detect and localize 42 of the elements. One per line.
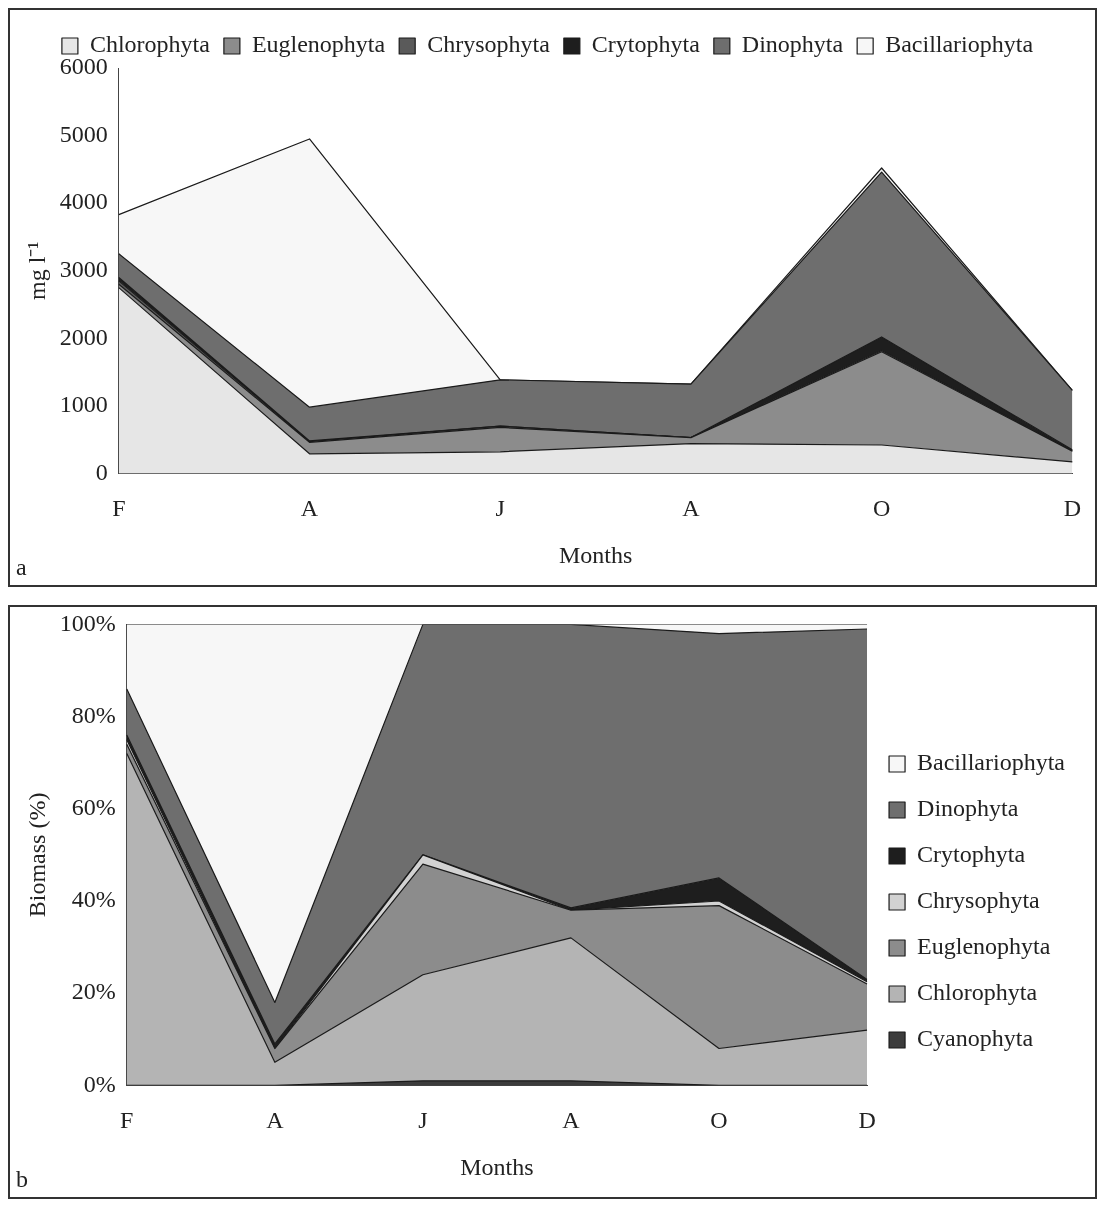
x-axis-title: Months (460, 1153, 534, 1180)
x-tick-label: A (266, 1107, 285, 1134)
y-tick-label: 2000 (59, 323, 108, 350)
y-tick-label: 5000 (59, 120, 108, 147)
legend-label: Euglenophyta (251, 31, 386, 58)
text: a (16, 554, 27, 581)
legend-label: Bacillariophyta (885, 31, 1034, 58)
y-tick-label: 0 (95, 458, 108, 485)
legend-label: Crytophyta (591, 31, 701, 58)
y-tick-label: 20% (71, 978, 116, 1005)
x-tick-label: A (682, 495, 701, 522)
x-tick-label: O (710, 1107, 728, 1134)
legend-label: Chrysophyta (917, 887, 1041, 914)
x-tick-label: D (1063, 495, 1082, 522)
x-tick-label: O (872, 495, 891, 522)
legend-label: Dinophyta (917, 795, 1019, 822)
x-tick-label: F (112, 495, 126, 522)
legend-label: Chrysophyta (427, 31, 551, 58)
y-tick-label: 1000 (59, 391, 108, 418)
x-axis-title: Months (558, 541, 633, 568)
y-tick-label: 80% (71, 701, 116, 728)
y-tick-label: 0% (83, 1070, 116, 1097)
legend-label: Crytophyta (917, 841, 1026, 868)
legend-label: Euglenophyta (917, 933, 1051, 960)
x-tick-label: J (495, 495, 505, 522)
legend-label: Chlorophyta (917, 979, 1038, 1006)
y-tick-label: 60% (71, 794, 116, 821)
x-tick-label: A (300, 495, 319, 522)
x-tick-label: J (418, 1107, 428, 1134)
legend-label: Cyanophyta (917, 1025, 1034, 1052)
y-axis-title: mg l⁻¹ (23, 241, 50, 300)
legend-label: Bacillariophyta (917, 749, 1066, 776)
x-tick-label: A (562, 1107, 581, 1134)
legend-label: Dinophyta (741, 31, 844, 58)
x-tick-label: D (858, 1107, 876, 1134)
y-tick-label: 40% (71, 886, 116, 913)
y-tick-label: 4000 (59, 188, 108, 215)
y-axis-title: Biomass (%) (23, 792, 50, 918)
y-tick-label: 100% (59, 609, 116, 636)
text: b (16, 1166, 28, 1193)
y-tick-label: 3000 (59, 256, 108, 282)
x-tick-label: F (120, 1107, 134, 1134)
